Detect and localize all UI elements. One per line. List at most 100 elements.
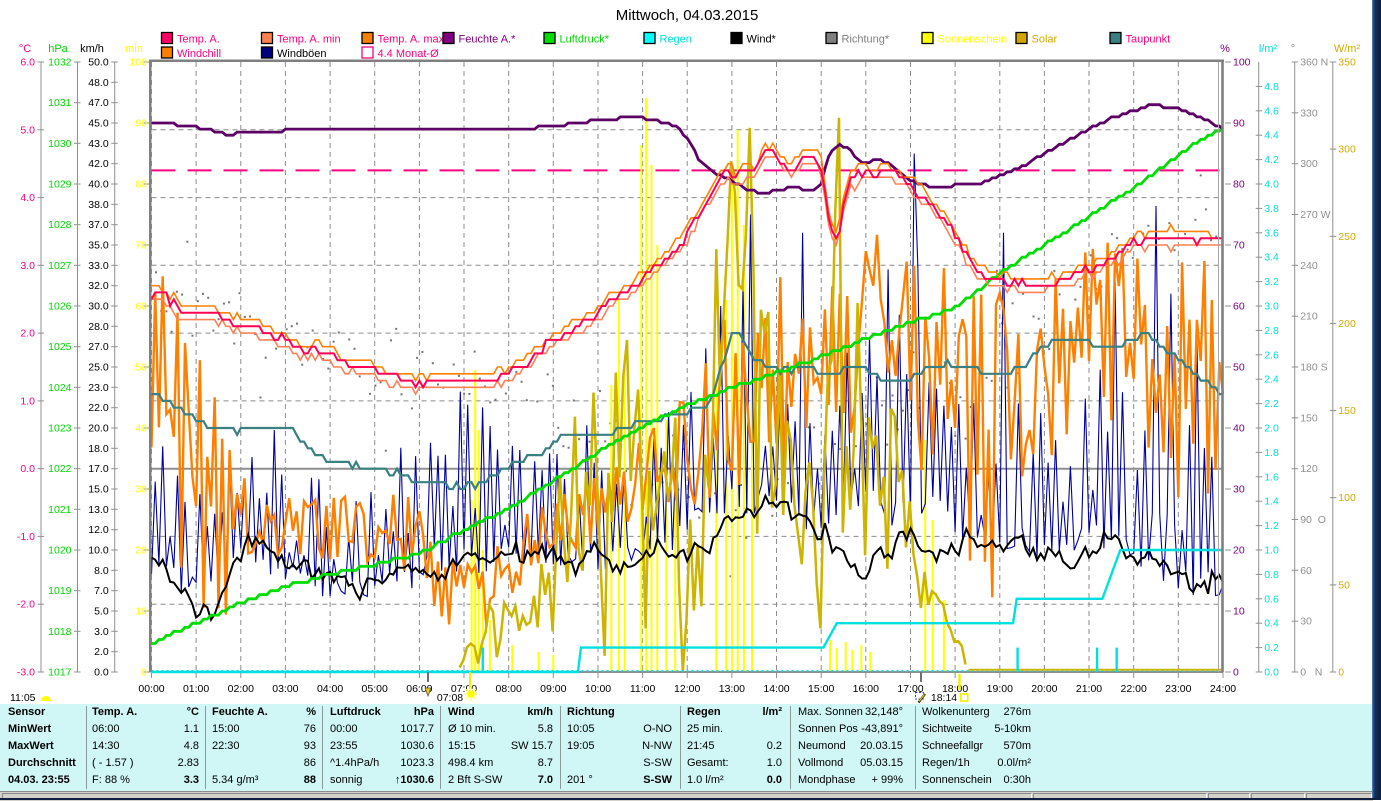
svg-text:3.0: 3.0 xyxy=(20,260,35,272)
svg-text:30.0: 30.0 xyxy=(88,301,109,313)
svg-text:4.0: 4.0 xyxy=(1264,179,1279,191)
svg-text:0.0: 0.0 xyxy=(94,667,109,679)
svg-text:22.0: 22.0 xyxy=(88,402,109,414)
svg-text:0.0: 0.0 xyxy=(1264,667,1279,679)
svg-text:-1.0: -1.0 xyxy=(17,531,35,543)
svg-text:100: 100 xyxy=(129,57,147,69)
svg-text:%: % xyxy=(1220,43,1230,55)
svg-text:8.0: 8.0 xyxy=(94,565,109,577)
svg-text:Mittwoch, 04.03.2015: Mittwoch, 04.03.2015 xyxy=(616,7,759,24)
svg-text:240: 240 xyxy=(1300,260,1318,272)
svg-text:3.6: 3.6 xyxy=(1264,227,1279,239)
svg-text:1027: 1027 xyxy=(48,260,72,272)
svg-text:12.0: 12.0 xyxy=(88,524,109,536)
svg-text:150: 150 xyxy=(1338,405,1356,417)
svg-text:10: 10 xyxy=(135,606,147,618)
svg-text:300: 300 xyxy=(1338,144,1356,156)
svg-text:120: 120 xyxy=(1300,463,1318,475)
svg-text:20: 20 xyxy=(135,545,147,557)
svg-text:210: 210 xyxy=(1300,311,1318,323)
svg-text:°: ° xyxy=(1291,43,1295,55)
svg-text:150: 150 xyxy=(1300,412,1318,424)
svg-text:Windchill: Windchill xyxy=(177,48,221,60)
svg-text:42.0: 42.0 xyxy=(88,158,109,170)
svg-text:2.0: 2.0 xyxy=(94,646,109,658)
svg-text:30: 30 xyxy=(135,484,147,496)
svg-text:hPa: hPa xyxy=(48,43,68,55)
svg-text:11:05: 11:05 xyxy=(10,692,36,704)
svg-text:16:00: 16:00 xyxy=(853,683,879,695)
svg-text:1.4: 1.4 xyxy=(1264,496,1279,508)
svg-text:6.0: 6.0 xyxy=(20,57,35,69)
svg-text:330: 330 xyxy=(1300,107,1318,119)
svg-text:04:00: 04:00 xyxy=(317,683,343,695)
svg-text:1022: 1022 xyxy=(48,463,72,475)
svg-text:0: 0 xyxy=(1233,667,1239,679)
svg-text:90: 90 xyxy=(1233,118,1245,130)
svg-text:32.0: 32.0 xyxy=(88,280,109,292)
svg-text:2.4: 2.4 xyxy=(1264,374,1279,386)
svg-text:1025: 1025 xyxy=(48,341,72,353)
svg-text:70: 70 xyxy=(1233,240,1245,252)
svg-text:80: 80 xyxy=(1233,179,1245,191)
svg-text:33.0: 33.0 xyxy=(88,260,109,272)
svg-text:13:00: 13:00 xyxy=(719,683,745,695)
svg-text:1026: 1026 xyxy=(48,301,72,313)
svg-text:1021: 1021 xyxy=(48,504,72,516)
svg-text:1029: 1029 xyxy=(48,179,72,191)
svg-text:180 S: 180 S xyxy=(1300,362,1327,374)
svg-text:40: 40 xyxy=(135,423,147,435)
svg-text:4.4 Monat-Ø: 4.4 Monat-Ø xyxy=(378,48,440,60)
svg-text:Temp. A. max: Temp. A. max xyxy=(378,34,445,46)
svg-text:1024: 1024 xyxy=(48,382,72,394)
svg-text:60: 60 xyxy=(135,301,147,313)
svg-text:0: 0 xyxy=(1338,667,1344,679)
svg-text:45.0: 45.0 xyxy=(88,118,109,130)
svg-text:0 N: 0 N xyxy=(1300,667,1322,679)
svg-text:1.8: 1.8 xyxy=(1264,447,1279,459)
svg-text:60: 60 xyxy=(1233,301,1245,313)
svg-text:Temp. A. min: Temp. A. min xyxy=(277,34,341,46)
svg-text:2.2: 2.2 xyxy=(1264,398,1279,410)
svg-text:47.0: 47.0 xyxy=(88,97,109,109)
svg-text:08:00: 08:00 xyxy=(496,683,522,695)
svg-text:1.0: 1.0 xyxy=(1264,545,1279,557)
svg-text:1.6: 1.6 xyxy=(1264,471,1279,483)
svg-text:-3.0: -3.0 xyxy=(17,667,35,679)
svg-text:0: 0 xyxy=(141,667,147,679)
svg-text:24:00: 24:00 xyxy=(1210,683,1236,695)
svg-text:3.0: 3.0 xyxy=(1264,301,1279,313)
svg-text:80: 80 xyxy=(135,179,147,191)
svg-text:2.0: 2.0 xyxy=(1264,423,1279,435)
svg-text:l/m²: l/m² xyxy=(1259,43,1278,55)
svg-text:5.0: 5.0 xyxy=(94,606,109,618)
svg-text:7.0: 7.0 xyxy=(94,585,109,597)
svg-text:10.0: 10.0 xyxy=(88,545,109,557)
svg-text:50.0: 50.0 xyxy=(88,57,109,69)
svg-text:1020: 1020 xyxy=(48,545,72,557)
svg-text:37.0: 37.0 xyxy=(88,219,109,231)
svg-text:300: 300 xyxy=(1300,158,1318,170)
svg-text:13.0: 13.0 xyxy=(88,504,109,516)
svg-text:23.0: 23.0 xyxy=(88,382,109,394)
svg-text:48.0: 48.0 xyxy=(88,77,109,89)
svg-text:0.6: 0.6 xyxy=(1264,593,1279,605)
svg-text:30: 30 xyxy=(1300,616,1312,628)
svg-text:100: 100 xyxy=(1338,492,1356,504)
svg-text:2.6: 2.6 xyxy=(1264,349,1279,361)
svg-text:Feuchte A.*: Feuchte A.* xyxy=(459,34,517,46)
svg-text:350: 350 xyxy=(1338,57,1356,69)
svg-text:40: 40 xyxy=(1233,423,1245,435)
svg-text:14:00: 14:00 xyxy=(763,683,789,695)
svg-text:28.0: 28.0 xyxy=(88,321,109,333)
svg-text:1.0: 1.0 xyxy=(20,395,35,407)
svg-text:90 O: 90 O xyxy=(1300,514,1326,526)
svg-text:250: 250 xyxy=(1338,231,1356,243)
svg-text:20.0: 20.0 xyxy=(88,423,109,435)
svg-text:Solar: Solar xyxy=(1032,34,1058,46)
svg-text:21:00: 21:00 xyxy=(1076,683,1102,695)
svg-text:60: 60 xyxy=(1300,565,1312,577)
svg-text:50: 50 xyxy=(1233,362,1245,374)
svg-text:4.2: 4.2 xyxy=(1264,154,1279,166)
svg-text:90: 90 xyxy=(135,118,147,130)
